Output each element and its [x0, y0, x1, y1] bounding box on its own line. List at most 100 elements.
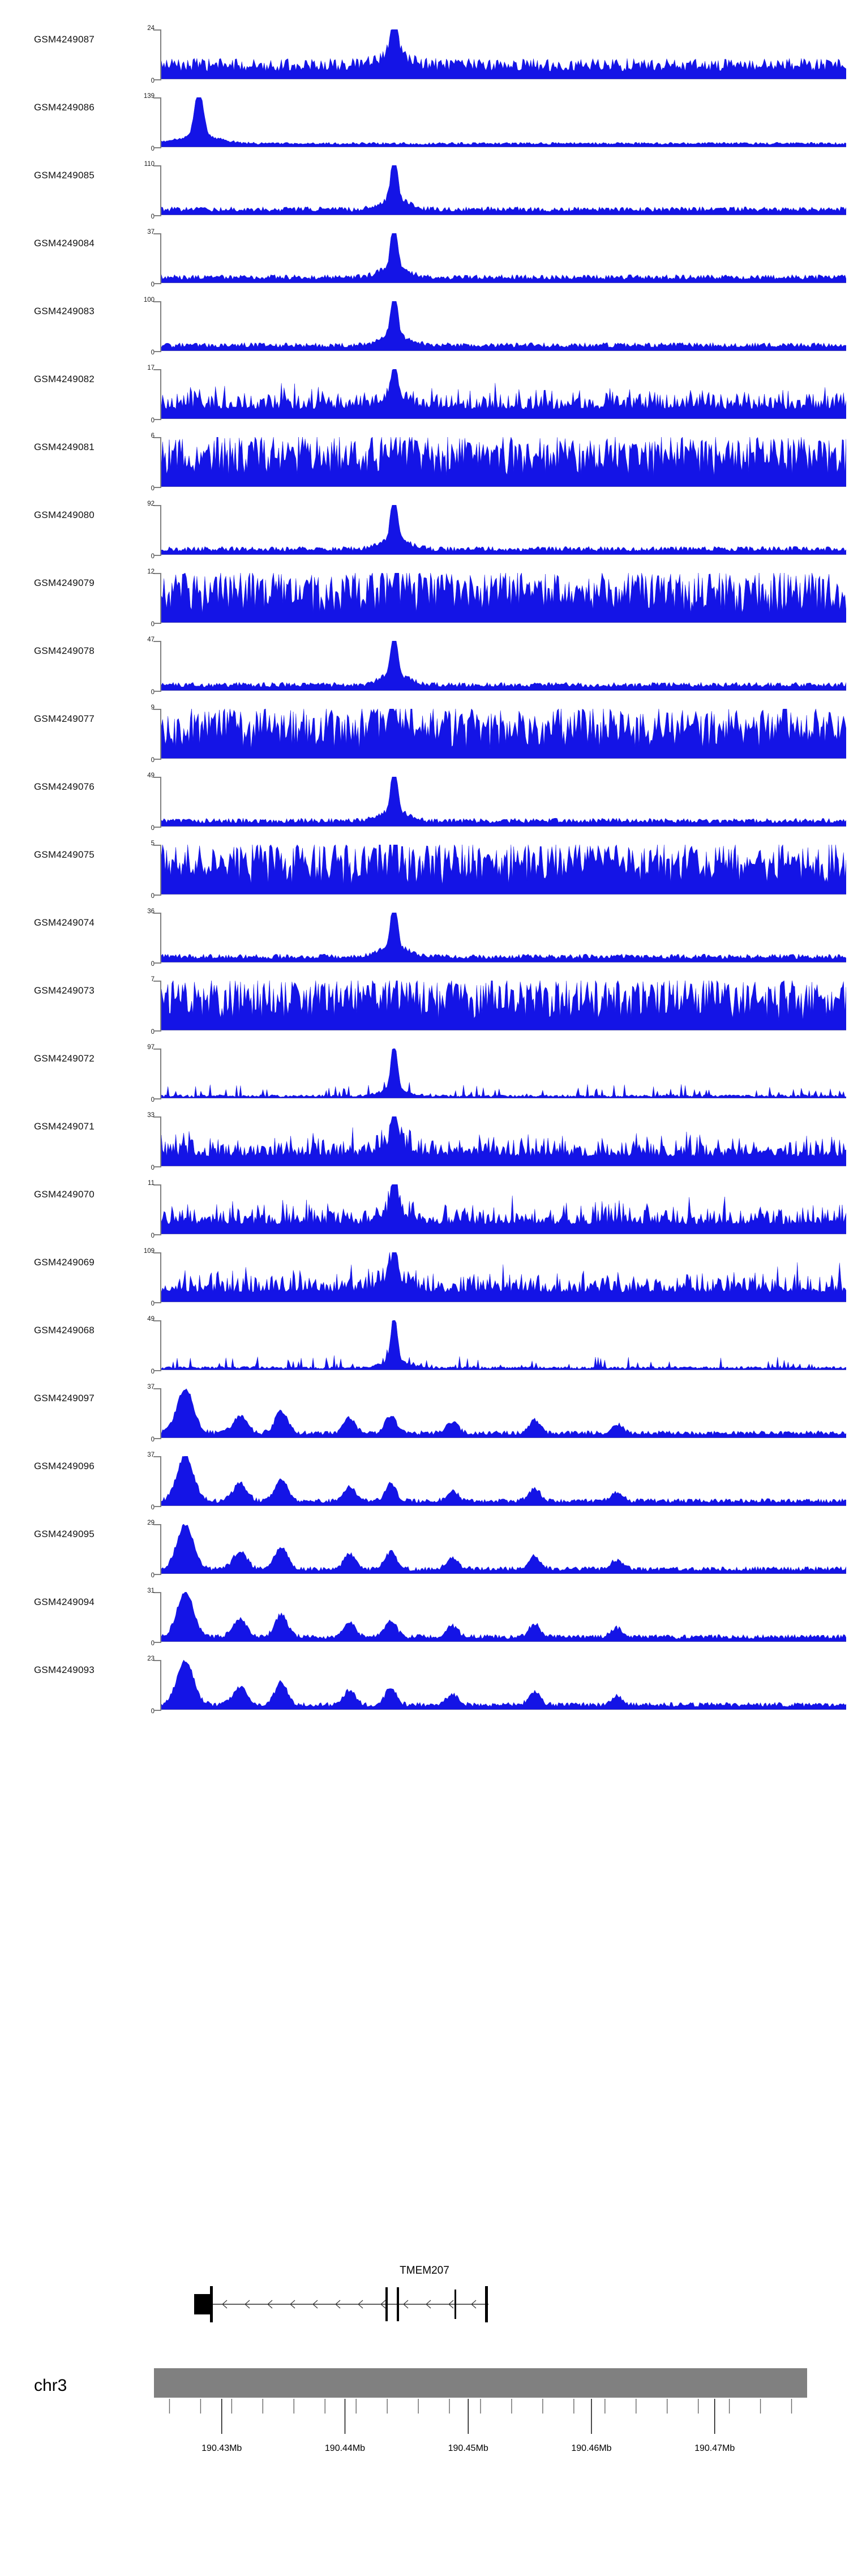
- track-plot: 100 0: [144, 297, 846, 356]
- track-y-axis: 11 0: [148, 1180, 167, 1239]
- coverage-track: GSM4249083 100 0: [0, 289, 849, 357]
- coverage-area: [161, 233, 846, 283]
- exon-block: [385, 2287, 388, 2321]
- chromosome-axis-region: chr3 190.43Mb 190.44Mb 190.45Mb 190.46Mb 190…: [0, 2364, 849, 2511]
- y-axis-min-label: 0: [151, 485, 155, 492]
- y-axis-max-label: 47: [147, 636, 155, 643]
- track-plot: 92 0: [147, 500, 846, 560]
- track-plot: 23 0: [147, 1655, 846, 1715]
- y-axis-max-label: 9: [151, 704, 155, 711]
- y-axis-min-label: 0: [151, 281, 155, 288]
- y-axis-min-label: 0: [151, 757, 155, 764]
- y-axis-min-label: 0: [151, 1572, 155, 1579]
- y-axis-min-label: 0: [151, 1165, 155, 1171]
- track-plot: 36 0: [147, 908, 846, 968]
- track-plot: 31 0: [147, 1587, 846, 1647]
- y-axis-min-label: 0: [151, 1097, 155, 1103]
- y-axis-max-label: 49: [147, 772, 155, 779]
- coverage-track: GSM4249078 47 0: [0, 628, 849, 696]
- track-label: GSM4249097: [34, 1393, 95, 1403]
- coverage-area: [161, 1320, 846, 1370]
- coverage-area: [161, 505, 846, 555]
- axis-tick-label: 190.43Mb: [201, 2444, 242, 2453]
- y-axis-min-label: 0: [151, 553, 155, 560]
- coverage-track: GSM4249075 5 0: [0, 832, 849, 900]
- coordinate-axis: 190.43Mb 190.44Mb 190.45Mb 190.46Mb 190.47Mb: [169, 2399, 792, 2453]
- ideogram-bar: [154, 2368, 807, 2398]
- coverage-track: GSM4249095 29 0: [0, 1512, 849, 1580]
- track-y-axis: 100 0: [144, 297, 167, 356]
- track-label: GSM4249070: [34, 1189, 95, 1200]
- track-y-axis: 33 0: [147, 1112, 167, 1171]
- y-axis-max-label: 33: [147, 1112, 155, 1119]
- exon-block: [485, 2286, 488, 2322]
- track-label: GSM4249074: [34, 917, 95, 928]
- coverage-area: [161, 1660, 846, 1710]
- coverage-area: [161, 981, 846, 1030]
- track-plot: 12 0: [147, 568, 846, 628]
- track-y-axis: 49 0: [147, 1316, 167, 1375]
- track-label: GSM4249082: [34, 374, 95, 384]
- coverage-area: [161, 573, 846, 623]
- y-axis-min-label: 0: [151, 689, 155, 696]
- y-axis-max-label: 49: [147, 1316, 155, 1323]
- track-plot: 37 0: [147, 1384, 846, 1443]
- track-label: GSM4249080: [34, 510, 95, 520]
- gene-model-svg: [194, 2286, 488, 2322]
- coverage-area: [161, 97, 846, 147]
- y-axis-min-label: 0: [151, 1029, 155, 1035]
- coverage-area: [161, 437, 846, 487]
- track-label: GSM4249096: [34, 1461, 95, 1471]
- y-axis-min-label: 0: [151, 1368, 155, 1375]
- track-label: GSM4249079: [34, 577, 95, 588]
- exon-block: [397, 2287, 399, 2321]
- track-plot: 37 0: [147, 229, 846, 288]
- track-y-axis: 37 0: [147, 229, 167, 288]
- coverage-track: GSM4249076 49 0: [0, 764, 849, 832]
- coverage-track: GSM4249068 49 0: [0, 1308, 849, 1376]
- gene-name-label: TMEM207: [400, 2265, 449, 2277]
- y-axis-min-label: 0: [151, 349, 155, 356]
- track-y-axis: 29 0: [147, 1520, 167, 1579]
- coverage-track: GSM4249077 9 0: [0, 696, 849, 764]
- y-axis-max-label: 5: [151, 840, 155, 847]
- track-label: GSM4249081: [34, 442, 95, 452]
- coverage-area: [161, 1049, 846, 1098]
- coverage-track: GSM4249073 7 0: [0, 968, 849, 1036]
- coverage-track: GSM4249097 37 0: [0, 1376, 849, 1444]
- coverage-track: GSM4249071 33 0: [0, 1104, 849, 1172]
- coverage-track: GSM4249096 37 0: [0, 1444, 849, 1512]
- y-axis-max-label: 100: [143, 297, 155, 303]
- coverage-area: [161, 641, 846, 691]
- coverage-track: GSM4249072 97 0: [0, 1036, 849, 1104]
- y-axis-min-label: 0: [151, 1708, 155, 1715]
- track-plot: 47 0: [147, 636, 846, 696]
- y-axis-min-label: 0: [151, 417, 155, 424]
- y-axis-max-label: 92: [147, 500, 155, 507]
- gene-model-region: TMEM207: [0, 2259, 849, 2344]
- coverage-track: GSM4249087 24 0: [0, 17, 849, 85]
- coverage-track: GSM4249069 109 0: [0, 1240, 849, 1308]
- y-axis-min-label: 0: [151, 78, 155, 84]
- track-y-axis: 47 0: [147, 636, 167, 696]
- y-axis-min-label: 0: [151, 1504, 155, 1511]
- coverage-area: [161, 301, 846, 351]
- coverage-track: GSM4249081 6 0: [0, 425, 849, 493]
- y-axis-max-label: 31: [147, 1587, 155, 1594]
- track-label: GSM4249075: [34, 849, 95, 860]
- coverage-track: GSM4249093 23 0: [0, 1648, 849, 1715]
- track-plot: 29 0: [147, 1520, 846, 1579]
- coverage-track: GSM4249070 11 0: [0, 1172, 849, 1240]
- coverage-track: GSM4249082 17 0: [0, 357, 849, 425]
- coverage-area: [161, 1456, 846, 1506]
- track-label: GSM4249085: [34, 170, 95, 181]
- coverage-track: GSM4249084 37 0: [0, 221, 849, 289]
- y-axis-max-label: 17: [147, 365, 155, 371]
- track-y-axis: 12 0: [147, 568, 167, 628]
- track-plot: 139 0: [144, 93, 846, 152]
- coverage-track: GSM4249079 12 0: [0, 560, 849, 628]
- y-axis-max-label: 23: [147, 1655, 155, 1662]
